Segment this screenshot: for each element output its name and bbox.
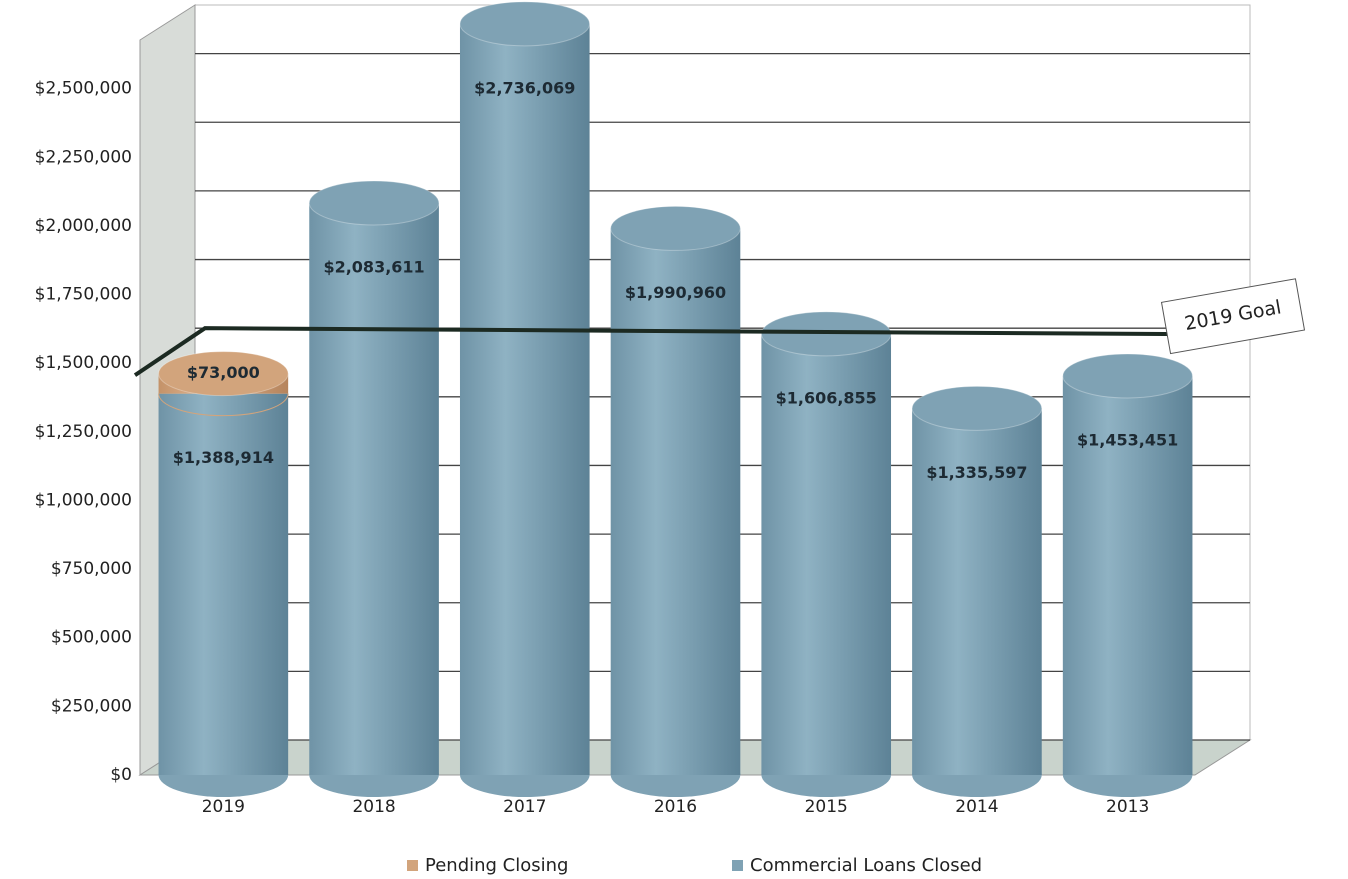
segment-seam (158, 393, 289, 417)
y-tick-label: $2,500,000 (35, 79, 132, 99)
legend-label: Commercial Loans Closed (750, 855, 982, 876)
y-tick-label: $1,750,000 (35, 285, 132, 305)
value-label: $1,388,914 (173, 448, 274, 467)
y-tick-label: $500,000 (51, 628, 132, 648)
x-tick-label: 2014 (955, 797, 998, 817)
y-tick-label: $2,250,000 (35, 147, 132, 167)
cylinder-top (911, 385, 1043, 431)
legend-swatch (407, 860, 418, 871)
value-label: $1,335,597 (926, 463, 1027, 482)
legend-label: Pending Closing (425, 855, 568, 876)
bars-layer (158, 1, 1193, 797)
x-tick-label: 2018 (352, 797, 395, 817)
y-tick-label: $1,500,000 (35, 353, 132, 373)
bar (761, 333, 892, 775)
x-tick-label: 2016 (654, 797, 697, 817)
x-tick-label: 2017 (503, 797, 546, 817)
value-label: $1,606,855 (776, 388, 877, 407)
y-tick-label: $750,000 (51, 559, 132, 579)
y-tick-label: $1,000,000 (35, 490, 132, 510)
front-layer: $0 $250,000 $500,000 $750,000 $1,000,000 $1,2… (35, 78, 1306, 876)
bar (610, 228, 741, 775)
value-label: $2,736,069 (474, 78, 575, 97)
value-label: $2,083,611 (323, 257, 424, 276)
legend-swatch (732, 860, 743, 871)
cylinder-top (158, 351, 289, 397)
goal-box (1160, 278, 1306, 355)
bar (1062, 375, 1193, 775)
x-tick-label: 2015 (805, 797, 848, 817)
goal-annotation: 2019 Goal (1160, 278, 1306, 355)
cylinder-top (308, 180, 440, 226)
goal-line (133, 326, 1186, 377)
x-tick-label: 2019 (202, 797, 245, 817)
bar (912, 408, 1042, 775)
cylinder-top (610, 205, 741, 251)
value-label: $1,453,451 (1077, 430, 1178, 449)
bar (309, 202, 439, 775)
y-tick-label: $1,250,000 (35, 422, 132, 442)
y-tick-label: $0 (110, 765, 132, 785)
cylinder-top (459, 1, 591, 47)
bar (459, 23, 590, 775)
cylinder-top (1062, 353, 1193, 399)
bar (158, 393, 289, 775)
y-tick-label: $2,000,000 (35, 216, 132, 236)
x-tick-label: 2013 (1106, 797, 1149, 817)
value-label: $73,000 (187, 363, 260, 382)
value-label: $1,990,960 (625, 283, 726, 302)
y-tick-label: $250,000 (51, 696, 132, 716)
